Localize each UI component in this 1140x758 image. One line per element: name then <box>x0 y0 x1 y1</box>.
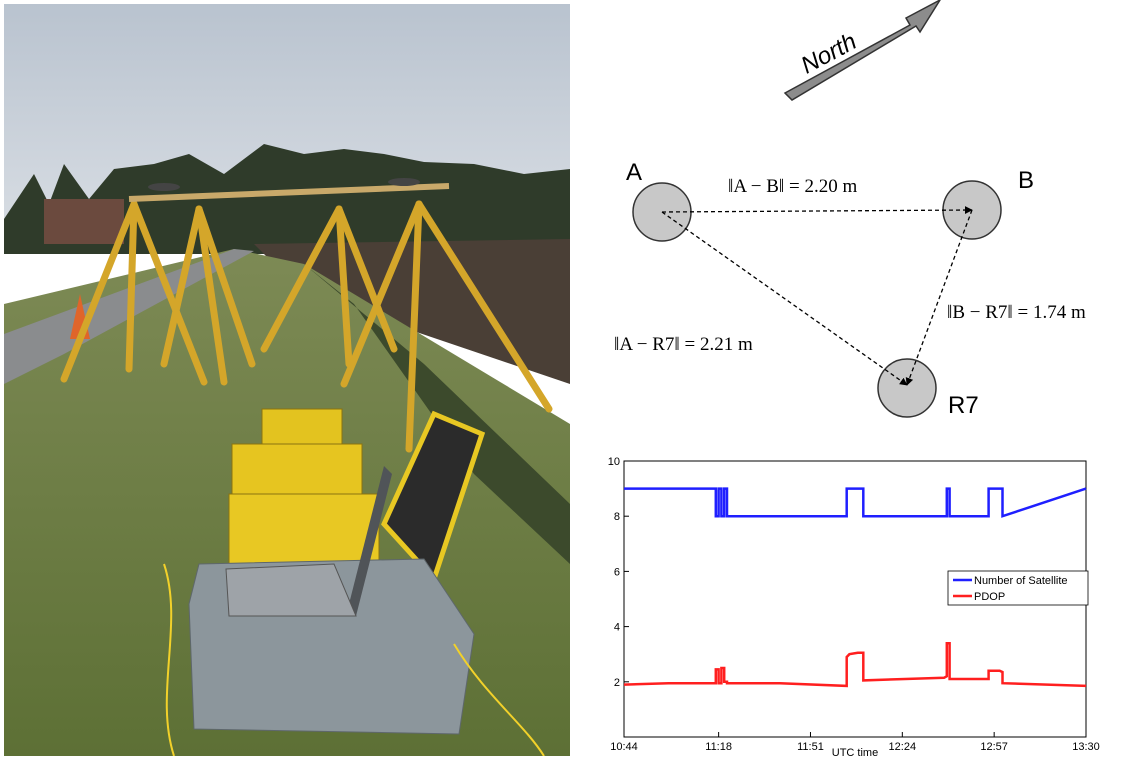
x-tick-label: 12:24 <box>889 741 917 753</box>
baseline-diagram: North A B R7 ‖A − B‖ = 2.20 m ‖A − R7‖ =… <box>614 0 1086 419</box>
x-tick-label: 10:44 <box>610 741 638 753</box>
legend-label-pdop: PDOP <box>974 591 1005 603</box>
legend-label-satellites: Number of Satellite <box>974 575 1068 587</box>
x-axis-label: UTC time <box>832 747 878 758</box>
x-axis-ticks: 10:44 11:18 11:51 12:24 12:57 13:30 <box>610 732 1100 753</box>
north-arrow: North <box>783 0 941 101</box>
y-tick-label: 2 <box>614 677 620 689</box>
y-tick-label: 10 <box>608 456 620 468</box>
y-tick-label: 8 <box>614 511 620 523</box>
series-lines <box>623 487 1087 688</box>
legend: Number of Satellite PDOP <box>947 570 1089 606</box>
antenna-frame <box>128 183 450 202</box>
baseline-a-r7 <box>661 211 908 386</box>
distance-br7-label: ‖B − R7‖ = 1.74 m <box>947 302 1086 323</box>
receiver-case-3 <box>228 493 380 565</box>
distance-ar7-label: ‖A − R7‖ = 2.21 m <box>614 334 753 355</box>
cable-2 <box>453 643 545 756</box>
y-tick-label: 6 <box>614 566 620 578</box>
node-r7 <box>877 358 937 418</box>
node-r7-label: R7 <box>948 392 979 419</box>
laptop-screen <box>349 466 392 616</box>
house <box>44 199 124 244</box>
baseline-b-r7 <box>905 209 973 386</box>
cable <box>163 563 175 756</box>
series-line-satellites <box>624 487 1087 518</box>
antenna-b <box>388 178 420 186</box>
satellite-pdop-chart: 10:44 11:18 11:51 12:24 12:57 13:30 2 4 6 8 10 UT… <box>608 456 1100 758</box>
tripods <box>60 200 553 453</box>
node-b-label: B <box>1018 167 1034 194</box>
laptop-base <box>225 563 357 617</box>
baseline-a-b <box>661 206 973 214</box>
y-tick-label: 4 <box>614 622 620 634</box>
node-a-label: A <box>626 159 642 186</box>
x-tick-label: 12:57 <box>980 741 1008 753</box>
legend-box <box>947 570 1089 606</box>
x-tick-label: 11:51 <box>797 741 824 753</box>
y-axis-ticks: 2 4 6 8 10 <box>608 456 629 689</box>
x-tick-label: 11:18 <box>705 741 732 753</box>
series-line-pdop <box>623 641 1087 688</box>
x-tick-label: 13:30 <box>1072 741 1100 753</box>
antenna-a <box>148 183 180 191</box>
distance-ab-label: ‖A − B‖ = 2.20 m <box>728 176 857 197</box>
field-setup-photo <box>4 4 570 756</box>
